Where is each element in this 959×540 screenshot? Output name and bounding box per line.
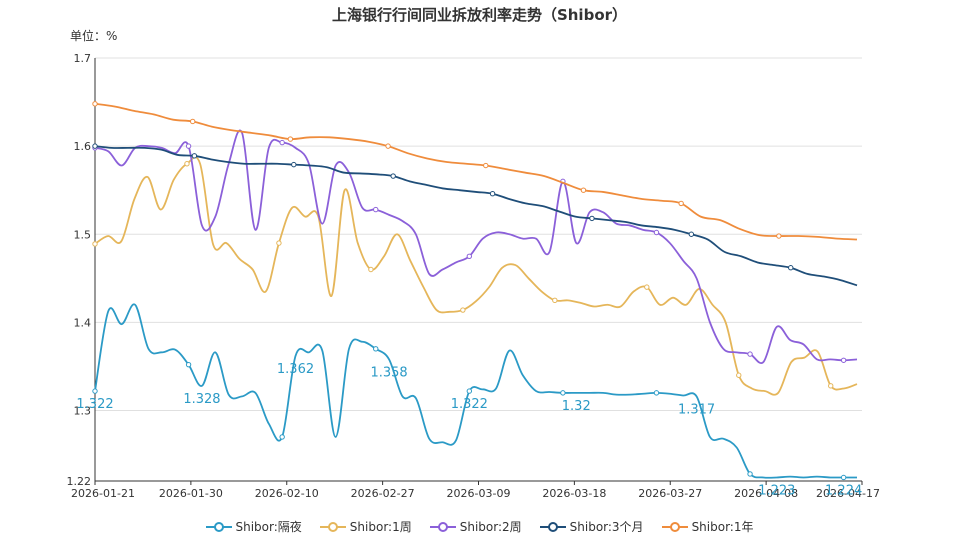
data-point <box>840 474 847 481</box>
legend-label: Shibor:隔夜 <box>235 520 302 534</box>
legend: Shibor:隔夜 Shibor:1周 Shibor:2周 Shibor:3个月 Shi… <box>0 518 959 535</box>
series-line-3 <box>94 145 858 287</box>
data-point <box>385 143 391 149</box>
x-tick-label: 2026-02-10 <box>255 487 319 500</box>
data-point <box>483 162 489 169</box>
x-tick-label: 2026-04-17 <box>816 487 880 500</box>
data-point <box>580 187 587 193</box>
data-point <box>489 191 496 197</box>
data-point <box>191 153 198 159</box>
data-label: 1.32 <box>562 399 591 414</box>
data-point <box>653 229 660 236</box>
data-point <box>589 215 595 222</box>
data-label: 1.328 <box>183 392 220 407</box>
data-point <box>828 383 834 389</box>
data-point <box>788 265 794 271</box>
x-tick-label: 2026-03-27 <box>638 487 702 500</box>
data-point <box>287 136 294 142</box>
x-tick-label: 2026-03-09 <box>447 487 511 500</box>
data-point <box>185 143 192 149</box>
data-label: 1.224 <box>825 483 862 498</box>
y-tick-label: 1.3 <box>74 405 92 418</box>
legend-item[interactable]: Shibor:1年 <box>661 518 754 535</box>
y-tick-label: 1.6 <box>74 140 92 153</box>
legend-label: Shibor:1周 <box>349 520 412 534</box>
legend-swatch-icon <box>661 521 688 533</box>
x-tick-label: 2026-01-21 <box>71 487 135 500</box>
data-point <box>747 351 753 357</box>
x-tick-label: 2026-01-30 <box>159 487 223 500</box>
data-point <box>279 434 285 440</box>
data-point <box>644 284 650 290</box>
data-point <box>368 266 374 273</box>
data-point <box>92 101 98 107</box>
legend-label: Shibor:2周 <box>459 520 522 534</box>
data-point <box>276 240 282 246</box>
y-tick-label: 1.5 <box>74 228 92 241</box>
data-point <box>92 143 98 149</box>
data-label: 1.317 <box>678 402 715 417</box>
y-tick-label: 1.22 <box>67 475 92 488</box>
data-label: 1.322 <box>76 397 113 412</box>
data-point <box>736 372 742 378</box>
x-tick-label: 2026-04-08 <box>734 487 798 500</box>
data-point <box>776 233 782 239</box>
data-point <box>688 231 695 237</box>
data-label: 1.358 <box>370 365 407 380</box>
legend-swatch-icon <box>319 521 346 533</box>
data-point <box>390 173 396 179</box>
legend-swatch-icon <box>429 521 456 533</box>
data-point <box>373 206 379 213</box>
data-point <box>747 471 753 477</box>
legend-label: Shibor:1年 <box>691 520 754 534</box>
data-point <box>466 253 473 259</box>
legend-item[interactable]: Shibor:隔夜 <box>205 518 302 535</box>
data-point <box>373 346 379 352</box>
data-label: 1.362 <box>277 362 314 377</box>
legend-label: Shibor:3个月 <box>569 520 644 534</box>
data-point <box>92 388 98 394</box>
data-point <box>291 161 297 168</box>
legend-item[interactable]: Shibor:2周 <box>429 518 522 535</box>
data-label: 1.322 <box>451 397 488 412</box>
x-tick-label: 2026-02-27 <box>351 487 415 500</box>
data-point <box>184 161 190 167</box>
chart-title: 上海银行行间同业拆放利率走势（Shibor） <box>331 6 628 24</box>
data-point <box>189 118 196 125</box>
y-unit-label: 单位：% <box>70 29 118 43</box>
legend-item[interactable]: Shibor:3个月 <box>539 518 644 535</box>
data-point <box>460 307 466 313</box>
x-tick-label: 2026-03-18 <box>542 487 606 500</box>
y-tick-label: 1.7 <box>74 52 92 65</box>
series-line-4 <box>94 102 858 241</box>
data-point <box>466 388 473 394</box>
data-point <box>678 200 684 207</box>
legend-swatch-icon <box>539 521 566 533</box>
legend-swatch-icon <box>205 521 232 533</box>
legend-item[interactable]: Shibor:1周 <box>319 518 412 535</box>
data-point <box>653 390 660 396</box>
data-label: 1.223 <box>758 483 795 498</box>
data-point <box>279 139 285 146</box>
data-point <box>560 390 566 396</box>
series-line-1 <box>94 156 858 396</box>
data-point <box>840 357 847 363</box>
data-point <box>185 361 192 368</box>
y-tick-label: 1.4 <box>74 316 92 329</box>
data-point <box>552 297 558 304</box>
data-point <box>92 241 98 247</box>
